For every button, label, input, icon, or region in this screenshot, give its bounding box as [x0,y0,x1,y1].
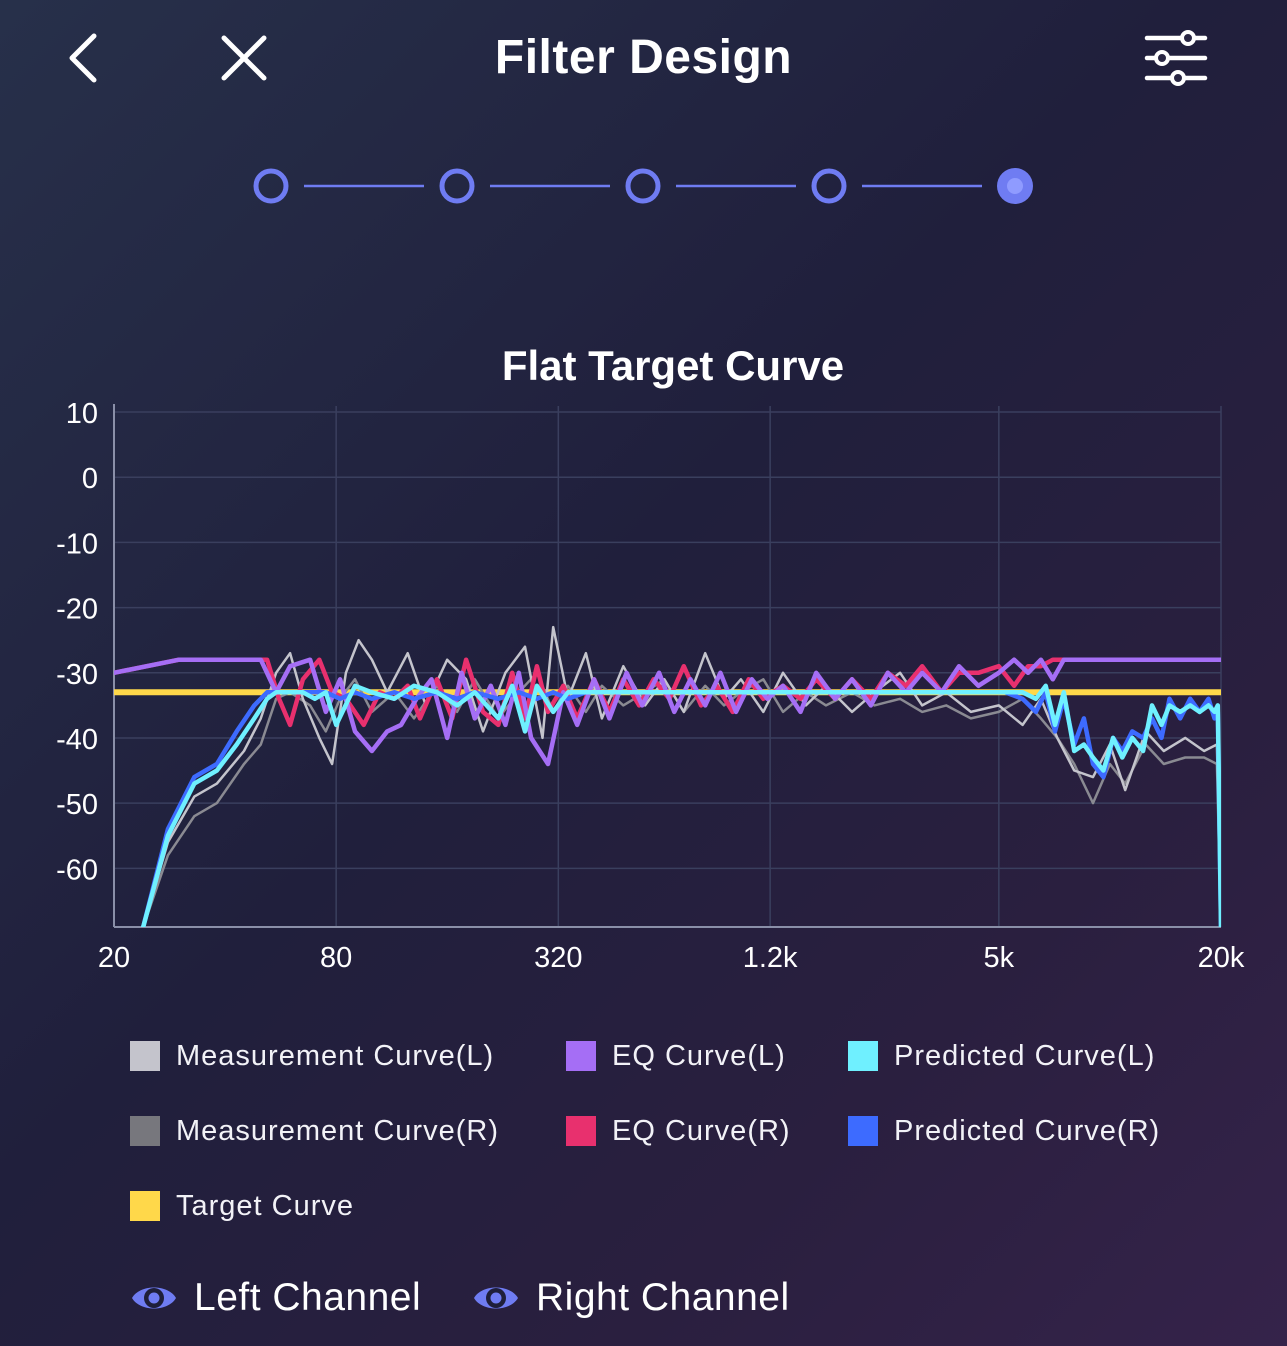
legend-label: Target Curve [176,1189,355,1222]
x-tick-label: 80 [320,942,352,974]
x-tick-label: 320 [534,942,582,974]
legend-swatch [130,1041,160,1071]
legend-label: Measurement Curve(R) [176,1114,499,1147]
chart-svg: Flat Target Curve 10 0 -10 -20 -30 -40 -50 -60 20… [56,342,1245,974]
step-3[interactable] [625,168,661,204]
legend-swatch [848,1116,878,1146]
y-tick-label: -20 [56,594,98,626]
left-channel-toggle[interactable]: Left Channel [130,1270,421,1326]
legend-item-target[interactable]: Target Curve [130,1186,354,1226]
page-title: Filter Design [494,31,793,84]
y-tick-label: -10 [56,528,98,560]
legend-item-eq-r[interactable]: EQ Curve(R) [566,1111,791,1151]
y-tick-label: -50 [56,789,98,821]
x-tick-label: 1.2k [743,942,798,974]
close-icon [221,35,267,81]
legend-swatch [848,1041,878,1071]
sliders-icon [1144,30,1208,86]
back-button[interactable] [52,26,116,90]
eye-icon [474,1287,518,1309]
series-predicted-curve-r [140,690,1221,927]
legend-swatch [130,1191,160,1221]
right-channel-label: Right Channel [536,1276,790,1319]
legend-swatch [130,1116,160,1146]
progress-stepper [253,168,1033,204]
legend-label: EQ Curve(L) [612,1039,786,1072]
legend-label: Predicted Curve(R) [894,1114,1161,1147]
y-tick-label: 0 [82,463,98,495]
step-2[interactable] [439,168,475,204]
legend-item-measurement-l[interactable]: Measurement Curve(L) [130,1036,494,1076]
step-1[interactable] [253,168,289,204]
legend-swatch [566,1041,596,1071]
settings-button[interactable] [1140,26,1212,90]
header: Filter Design [0,0,1287,120]
eye-icon [132,1287,176,1309]
y-tick-label: -60 [56,854,98,886]
chevron-left-icon [69,33,97,83]
series-predicted-curve-l [140,683,1221,927]
frequency-response-chart: Flat Target Curve 10 0 -10 -20 -30 -40 -50 -60 20… [0,330,1287,990]
step-4[interactable] [811,168,847,204]
legend-item-measurement-r[interactable]: Measurement Curve(R) [130,1111,499,1151]
series-eq-curve-l [114,657,1221,767]
y-tick-label: -40 [56,724,98,756]
legend-item-predicted-r[interactable]: Predicted Curve(R) [848,1111,1160,1151]
close-button[interactable] [212,26,276,90]
legend-label: Measurement Curve(L) [176,1039,495,1072]
chart-title: Flat Target Curve [502,342,844,389]
x-tick-label: 20k [1198,942,1245,974]
left-channel-label: Left Channel [194,1276,422,1319]
channel-toggles: Left Channel Right Channel [130,1270,1230,1326]
x-tick-label: 5k [984,942,1015,974]
y-tick-label: 10 [66,398,98,430]
legend-item-predicted-l[interactable]: Predicted Curve(L) [848,1036,1155,1076]
legend-item-eq-l[interactable]: EQ Curve(L) [566,1036,786,1076]
y-tick-label: -30 [56,659,98,691]
legend-swatch [566,1116,596,1146]
x-tick-label: 20 [98,942,130,974]
legend-label: EQ Curve(R) [612,1114,791,1147]
legend-label: Predicted Curve(L) [894,1039,1156,1072]
right-channel-toggle[interactable]: Right Channel [472,1270,790,1326]
